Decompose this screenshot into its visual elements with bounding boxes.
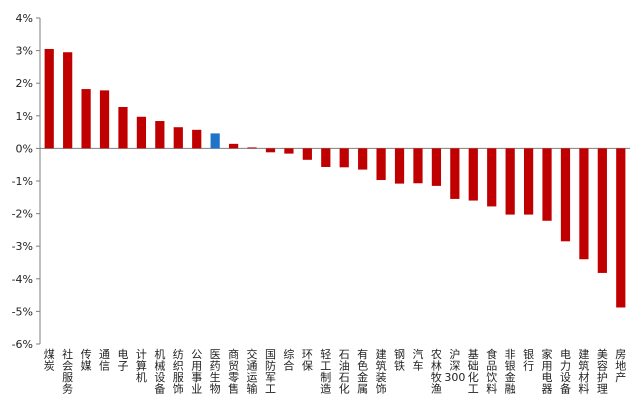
x-tick-label: 社会服务 bbox=[62, 347, 73, 396]
x-tick-label: 有色金属 bbox=[357, 347, 368, 396]
x-tick-label: 银行 bbox=[523, 347, 534, 373]
x-tick-label: 建筑装饰 bbox=[376, 347, 387, 396]
bar bbox=[431, 148, 442, 186]
bar bbox=[44, 48, 54, 149]
bar bbox=[413, 148, 423, 184]
bar bbox=[579, 148, 589, 260]
bar bbox=[302, 148, 312, 160]
x-tick-label: 钢铁 bbox=[394, 348, 405, 373]
x-tick-label: 计算机 bbox=[136, 348, 147, 384]
bar bbox=[63, 52, 73, 149]
bar bbox=[173, 127, 183, 149]
x-tick-label: 商贸零售 bbox=[228, 347, 239, 396]
x-tick-label: 纺织服饰 bbox=[173, 347, 184, 396]
x-tick-label: 轻工制造 bbox=[320, 347, 331, 396]
y-tick-label: 1% bbox=[16, 110, 33, 123]
y-tick-label: 4% bbox=[16, 12, 33, 25]
y-tick-label: 2% bbox=[16, 77, 33, 90]
bar bbox=[505, 148, 515, 215]
y-tick-label: -3% bbox=[12, 240, 33, 253]
bar bbox=[118, 107, 128, 149]
bar bbox=[394, 148, 405, 184]
bar bbox=[358, 148, 368, 170]
bar bbox=[560, 148, 571, 242]
x-tick-label: 房地产 bbox=[615, 348, 626, 384]
x-tick-label: 煤炭 bbox=[44, 348, 55, 373]
x-tick-label: 环保 bbox=[302, 348, 313, 373]
x-tick-label: 汽车 bbox=[412, 347, 423, 373]
y-tick-label: -4% bbox=[12, 273, 33, 286]
bar bbox=[376, 148, 386, 181]
x-tick-label: 机械设备 bbox=[154, 347, 165, 396]
x-tick-label: 电子 bbox=[117, 348, 128, 373]
x-tick-label: 国防军工 bbox=[265, 348, 276, 396]
bar bbox=[523, 148, 534, 215]
bar bbox=[542, 148, 552, 221]
bar bbox=[265, 148, 276, 153]
x-tick-label: 石油石化 bbox=[339, 348, 350, 396]
y-tick-label: -2% bbox=[12, 208, 33, 221]
x-axis-labels: 煤炭社会服务传媒通信电子计算机机械设备纺织服饰公用事业医药生物商贸零售交通运输国… bbox=[44, 347, 627, 396]
bars bbox=[44, 48, 626, 308]
bar bbox=[155, 121, 165, 149]
y-tick-label: -6% bbox=[12, 338, 33, 351]
bar bbox=[468, 148, 478, 201]
bar bbox=[81, 89, 91, 149]
x-tick-label: 综合 bbox=[283, 347, 294, 373]
x-tick-label: 传媒 bbox=[81, 348, 92, 373]
x-tick-label: 建筑材料 bbox=[578, 347, 589, 396]
bar bbox=[487, 148, 497, 207]
x-tick-label: 医药生物 bbox=[210, 348, 221, 396]
y-tick-label: 0% bbox=[16, 142, 33, 155]
x-tick-label: 家用电器 bbox=[542, 347, 553, 396]
x-tick-label: 公用事业 bbox=[191, 348, 202, 396]
x-tick-label: 农林牧渔 bbox=[431, 347, 442, 396]
bar bbox=[192, 129, 202, 149]
x-tick-label: 电力设备 bbox=[560, 348, 571, 396]
x-tick-label: 食品饮料 bbox=[486, 347, 497, 396]
y-tick-label: -5% bbox=[12, 305, 33, 318]
y-tick-label: -1% bbox=[12, 175, 33, 188]
bar bbox=[284, 148, 294, 154]
bar bbox=[99, 90, 110, 149]
bar bbox=[616, 148, 626, 308]
y-tick-label: 3% bbox=[16, 45, 33, 58]
bar bbox=[247, 147, 257, 149]
x-tick-label: 交通运输 bbox=[247, 347, 258, 396]
bar bbox=[597, 148, 607, 273]
bar bbox=[228, 143, 239, 149]
x-tick-label: 沪深 300 bbox=[444, 347, 465, 384]
bar bbox=[339, 148, 349, 168]
x-tick-label: 非银金融 bbox=[505, 348, 516, 396]
x-tick-label: 基础化工 bbox=[468, 348, 479, 396]
x-tick-label: 通信 bbox=[99, 348, 110, 373]
y-axis: -6% -5% -4% -3% -2% -1% 0% 1% 2% 3% 4% bbox=[12, 12, 630, 351]
x-tick-label: 美容护理 bbox=[597, 348, 608, 396]
bar bbox=[210, 133, 220, 149]
bar bbox=[136, 116, 147, 149]
bar bbox=[450, 148, 460, 199]
bar bbox=[321, 148, 331, 167]
